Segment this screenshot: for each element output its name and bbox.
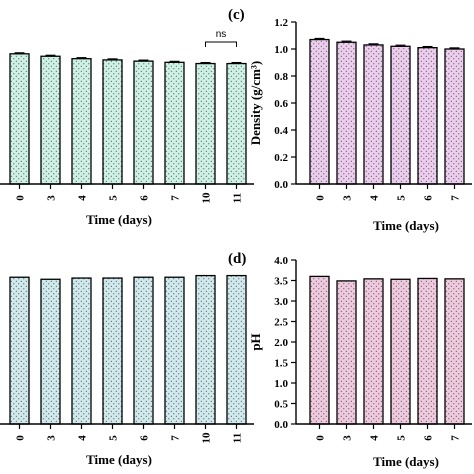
- panel-a: 0 3 4 5 6 7 10 11 Time (days) ns: [0, 29, 254, 227]
- x-axis-title-c: Time (days): [373, 218, 439, 233]
- bar-a-0: [9, 53, 30, 185]
- significance-bracket-a: [205, 41, 237, 47]
- bar-c-3: [336, 41, 357, 185]
- y-tick-label-c-0.6: 0.6: [274, 98, 288, 110]
- bar-d-5: [390, 278, 411, 425]
- x-tick-label-b-0: 0: [15, 435, 27, 441]
- bar-a-10: [195, 62, 216, 185]
- significance-label-a: ns: [216, 29, 227, 40]
- bar-b-10: [195, 274, 216, 425]
- bar-d-4: [363, 278, 384, 425]
- bar-d-7: [444, 278, 465, 425]
- y-tick-label-d-0.0: 0.0: [274, 419, 288, 431]
- x-tick-label-a-5: 5: [108, 195, 120, 201]
- x-tick-label-a-6: 6: [139, 195, 151, 201]
- y-tick-label-d-3.5: 3.5: [274, 276, 288, 288]
- bar-b-4: [71, 277, 92, 425]
- bar-d-3: [336, 280, 357, 425]
- y-tick-label-d-2.0: 2.0: [274, 337, 288, 349]
- x-tick-label-a-3: 3: [46, 195, 58, 201]
- bar-b-6: [133, 276, 154, 425]
- bar-a-3: [40, 55, 61, 185]
- bar-a-5: [102, 59, 123, 185]
- x-tick-label-b-11: 11: [232, 433, 244, 443]
- bar-c-4: [363, 44, 384, 185]
- y-tick-label-c-0.0: 0.0: [274, 179, 288, 191]
- bar-a-7: [164, 61, 185, 185]
- bar-c-5: [390, 45, 411, 185]
- x-tick-label-c-0: 0: [315, 195, 327, 201]
- panel-c: 0 3 4 5 6 7 Time (days) 0.0 0.2 0.4 0.6 0.8 1.0 1.2 De…: [228, 7, 472, 233]
- x-tick-label-d-4: 4: [369, 435, 381, 441]
- bar-b-0: [9, 276, 30, 425]
- x-tick-label-a-0: 0: [15, 195, 27, 201]
- bar-b-3: [40, 278, 61, 425]
- y-tick-label-d-4.0: 4.0: [274, 255, 288, 267]
- panel-d: 0 3 4 5 6 7 Time (days) 0.0 0.5 1.0 1.5 2.0 2.5 3.0 3.…: [228, 251, 472, 469]
- y-tick-label-c-0.4: 0.4: [274, 125, 288, 137]
- x-tick-label-d-5: 5: [396, 435, 408, 441]
- x-axis-title-b: Time (days): [86, 452, 152, 467]
- bar-c-0: [309, 38, 330, 185]
- bar-b-7: [164, 276, 185, 425]
- x-tick-label-a-7: 7: [170, 195, 182, 201]
- panel-label-c: (c): [228, 7, 245, 23]
- x-tick-label-b-3: 3: [46, 435, 58, 441]
- bar-a-6: [133, 60, 154, 185]
- bar-a-4: [71, 58, 92, 185]
- bar-c-7: [444, 48, 465, 185]
- x-tick-label-b-6: 6: [139, 435, 151, 441]
- x-tick-label-b-4: 4: [77, 435, 89, 441]
- x-axis-title-a: Time (days): [86, 212, 152, 227]
- y-tick-label-d-1.0: 1.0: [274, 378, 288, 390]
- x-tick-label-c-5: 5: [396, 195, 408, 201]
- x-tick-label-d-7: 7: [450, 435, 462, 441]
- bar-a-11: [226, 62, 247, 185]
- y-tick-label-c-1.0: 1.0: [274, 44, 288, 56]
- y-tick-label-d-0.5: 0.5: [274, 399, 288, 411]
- panel-b: 0 3 4 5 6 7 10 11 Time (days): [0, 274, 254, 467]
- x-axis-title-d: Time (days): [373, 454, 439, 469]
- y-axis-title-d: pH: [248, 333, 263, 350]
- y-tick-label-c-0.8: 0.8: [274, 71, 288, 83]
- x-tick-label-b-10: 10: [201, 432, 213, 444]
- y-axis-title-c: Density (g/cm³): [248, 61, 263, 145]
- x-tick-label-b-7: 7: [170, 435, 182, 441]
- x-tick-label-a-11: 11: [232, 193, 244, 203]
- bar-d-0: [309, 275, 330, 425]
- panel-label-d: (d): [228, 251, 246, 267]
- y-tick-label-d-3.0: 3.0: [274, 296, 288, 308]
- bar-c-6: [417, 47, 438, 185]
- y-tick-label-c-1.2: 1.2: [274, 17, 288, 29]
- x-tick-label-c-3: 3: [342, 195, 354, 201]
- x-tick-label-a-10: 10: [201, 192, 213, 204]
- y-tick-label-d-1.5: 1.5: [274, 358, 288, 370]
- x-tick-label-a-4: 4: [77, 195, 89, 201]
- x-tick-label-d-0: 0: [315, 435, 327, 441]
- x-tick-label-c-4: 4: [369, 195, 381, 201]
- y-tick-label-d-2.5: 2.5: [274, 317, 288, 329]
- bar-b-5: [102, 277, 123, 425]
- x-tick-label-d-6: 6: [423, 435, 435, 441]
- x-tick-label-c-7: 7: [450, 195, 462, 201]
- x-tick-label-c-6: 6: [423, 195, 435, 201]
- y-tick-label-c-0.2: 0.2: [274, 152, 288, 164]
- x-tick-label-d-3: 3: [342, 435, 354, 441]
- x-tick-label-b-5: 5: [108, 435, 120, 441]
- bar-b-11: [226, 274, 247, 425]
- bar-d-6: [417, 277, 438, 425]
